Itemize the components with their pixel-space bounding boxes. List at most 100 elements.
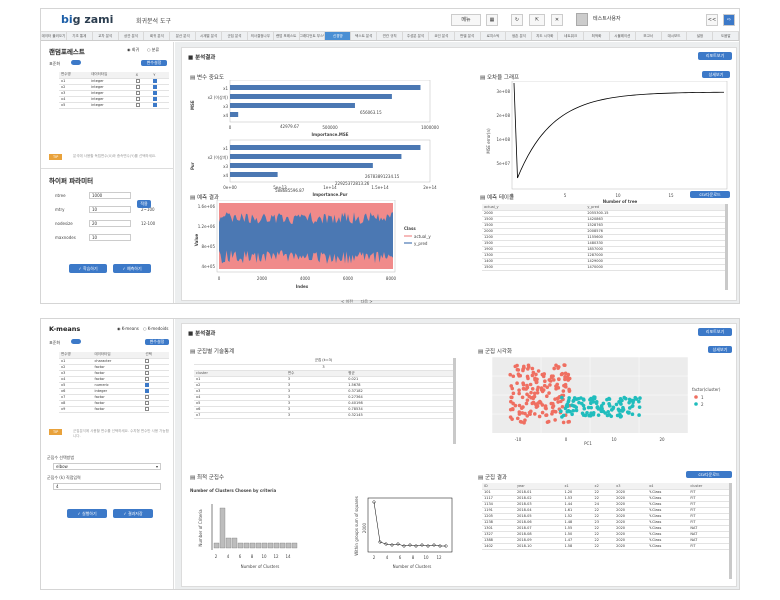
tab-item[interactable]: 시계열 분석 — [196, 32, 222, 40]
y-checkbox[interactable] — [153, 97, 157, 101]
menu-button[interactable]: 메뉴 — [451, 14, 481, 26]
run-button[interactable]: ✓ 실행하기 — [67, 509, 107, 518]
tab-item[interactable]: 텍스트 분석 — [351, 32, 377, 40]
scatter-detail-button[interactable]: 상세보기 — [708, 346, 732, 353]
tab-item[interactable]: 지도 시각화 — [532, 32, 558, 40]
select-checkbox[interactable] — [145, 407, 149, 411]
cluster-2-point — [631, 401, 635, 405]
cluster-1-point — [533, 395, 537, 399]
select-checkbox[interactable] — [145, 401, 149, 405]
tab-item[interactable]: 로지스틱 — [481, 32, 507, 40]
csv-download-button-b[interactable]: csv다운로드 — [686, 471, 732, 478]
importance-bar-label: x3 — [223, 104, 228, 109]
pager-prev[interactable]: < 이전 — [341, 299, 353, 304]
elbow-chart: 2 4 6 8 10 122000Number of ClustersWithin gro… — [352, 484, 456, 570]
tab-item[interactable]: 회귀 분석 — [144, 32, 170, 40]
k-value-input[interactable]: 4 — [53, 483, 161, 490]
tab-item[interactable]: 요인 분석 — [429, 32, 455, 40]
tab-item[interactable]: 데이터 불러오기 — [41, 32, 67, 40]
hyperparam-input[interactable]: 20 — [89, 220, 131, 227]
refresh-icon[interactable]: ↻ — [511, 14, 523, 26]
report-button-b[interactable]: 리포트보기 — [698, 328, 732, 336]
tab-item[interactable]: 보고서 — [636, 32, 662, 40]
cluster-1-point — [526, 377, 530, 381]
predict-button[interactable]: ✓ 예측하기 — [113, 264, 151, 273]
cluster-2-point — [607, 397, 611, 401]
tab-item[interactable]: 신경망 — [325, 32, 351, 40]
y-checkbox[interactable] — [153, 79, 157, 83]
tab-item[interactable]: 시뮬레이션 — [610, 32, 636, 40]
tab-item[interactable]: 설정 — [687, 32, 713, 40]
x-checkbox[interactable] — [136, 79, 140, 83]
variable-settings-button[interactable]: 변수설정 — [141, 60, 167, 66]
share-icon[interactable]: ⇨ — [723, 14, 735, 26]
x-checkbox[interactable] — [136, 85, 140, 89]
tab-item[interactable]: 랜덤 포레스트 — [274, 32, 300, 40]
table-cell: 1.58 — [562, 543, 592, 549]
tab-item[interactable]: 기초 통계 — [67, 32, 93, 40]
nbclust-bar — [214, 543, 219, 548]
error-detail-button[interactable]: 상세보기 — [702, 71, 730, 78]
y-checkbox[interactable] — [153, 91, 157, 95]
select-checkbox[interactable] — [145, 389, 149, 393]
k-method-select[interactable]: elbow ▾ — [53, 463, 161, 470]
cluster-2-point — [562, 414, 566, 418]
tab-item[interactable]: 도움말 — [713, 32, 739, 40]
table-row: 1402 2018-10 1.58 22 2020 Y-Class FIT — [482, 543, 729, 549]
y-checkbox[interactable] — [153, 85, 157, 89]
tab-item[interactable]: 분산 분석 — [170, 32, 196, 40]
tab-item[interactable]: 의사결정나무 — [248, 32, 274, 40]
select-checkbox[interactable] — [145, 377, 149, 381]
cluster-2-point — [630, 405, 634, 409]
hyperparam-input[interactable]: 10 — [89, 234, 131, 241]
tab-item[interactable]: 대시보드 — [662, 32, 688, 40]
tab-item[interactable]: 연관 규칙 — [377, 32, 403, 40]
x-checkbox[interactable] — [136, 97, 140, 101]
tab-item[interactable]: 그래디언트 부스팅 — [300, 32, 326, 40]
tab-item[interactable]: 교차 분석 — [93, 32, 119, 40]
tab-item[interactable]: 네트워크 — [558, 32, 584, 40]
tab-item[interactable]: 최적화 — [584, 32, 610, 40]
tab-item[interactable]: 상관 분석 — [119, 32, 145, 40]
tab-item[interactable]: 주성분 분석 — [403, 32, 429, 40]
y-checkbox[interactable] — [153, 103, 157, 107]
select-checkbox[interactable] — [145, 383, 149, 387]
variable-settings-button-b[interactable]: 변수설정 — [145, 339, 169, 345]
pager-next[interactable]: 다음 > — [361, 299, 373, 304]
apply-button[interactable]: 적용 — [137, 200, 151, 208]
table-cell: 1500 — [482, 264, 585, 270]
train-button[interactable]: ✓ 학습하기 — [69, 264, 107, 273]
select-checkbox[interactable] — [145, 359, 149, 363]
standardize-toggle[interactable] — [71, 60, 81, 65]
tab-item[interactable]: 생존 분석 — [506, 32, 532, 40]
radio-kmedoids[interactable]: ○ K-medoids — [143, 326, 169, 331]
x-checkbox[interactable] — [136, 103, 140, 107]
radio-regression[interactable]: ◉ 회귀 — [127, 47, 139, 53]
cluster-1-point — [538, 400, 542, 404]
standardize-toggle-b[interactable] — [71, 339, 81, 344]
avatar[interactable] — [576, 13, 588, 26]
radio-classification[interactable]: ○ 분류 — [147, 47, 159, 53]
clear-icon[interactable]: ✕ — [551, 14, 563, 26]
cluster-1-point — [514, 404, 518, 408]
csv-download-button[interactable]: csv다운로드 — [690, 191, 730, 198]
error-ytick: 3e+08 — [497, 89, 511, 94]
report-button[interactable]: 리포트보기 — [698, 52, 732, 60]
select-checkbox[interactable] — [145, 395, 149, 399]
nbclust-xtick: 6 — [239, 554, 242, 559]
select-checkbox[interactable] — [145, 365, 149, 369]
select-checkbox[interactable] — [145, 371, 149, 375]
radio-kmeans[interactable]: ◉ K-means — [117, 326, 139, 331]
cluster-2-point — [619, 414, 623, 418]
cluster-1-point — [517, 368, 521, 372]
x-checkbox[interactable] — [136, 91, 140, 95]
tab-item[interactable]: 군집 분석 — [222, 32, 248, 40]
grid-icon[interactable]: ▦ — [486, 14, 498, 26]
expand-icon[interactable]: ⇱ — [529, 14, 545, 26]
save-result-button[interactable]: ✓ 결과저장 — [113, 509, 153, 518]
hyperparam-input[interactable]: 10 — [89, 206, 131, 213]
collapse-button[interactable]: << — [706, 14, 718, 26]
hyperparam-input[interactable]: 1000 — [89, 192, 131, 199]
tab-item[interactable]: 판별 분석 — [455, 32, 481, 40]
legend-dot-1 — [694, 395, 698, 399]
